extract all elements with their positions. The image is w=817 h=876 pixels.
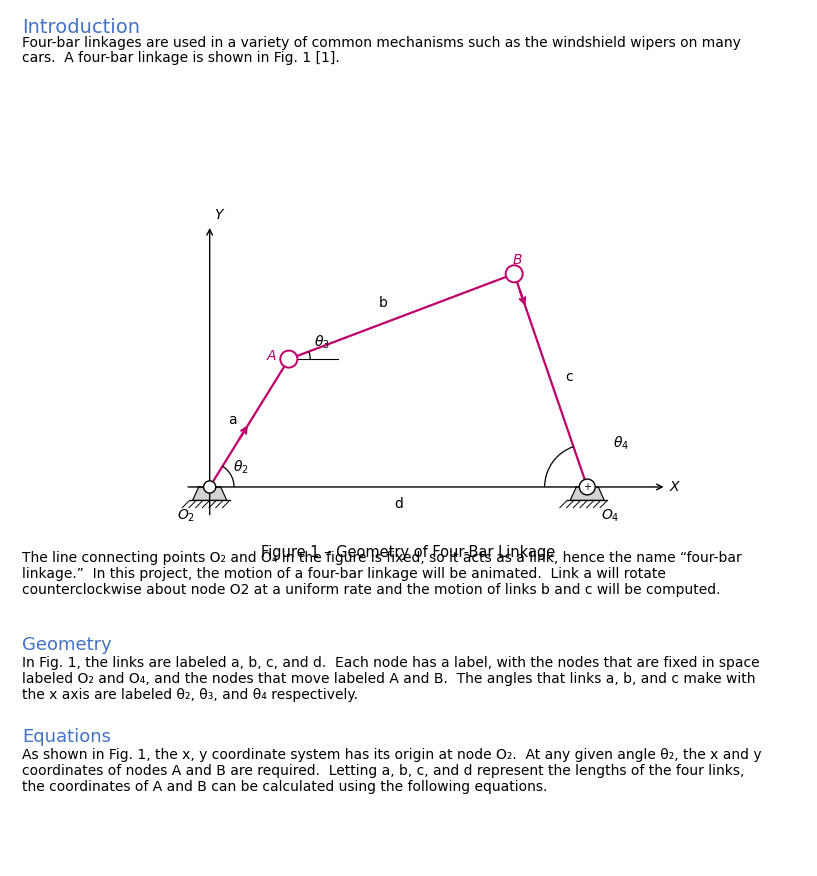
Text: Figure 1 – Geometry of Four-Bar Linkage: Figure 1 – Geometry of Four-Bar Linkage bbox=[261, 545, 556, 560]
Text: A: A bbox=[267, 349, 276, 363]
Text: b: b bbox=[379, 296, 388, 310]
Text: labeled O₂ and O₄, and the nodes that move labeled A and B.  The angles that lin: labeled O₂ and O₄, and the nodes that mo… bbox=[22, 672, 756, 686]
Text: $\theta_2$: $\theta_2$ bbox=[234, 459, 249, 477]
Text: +: + bbox=[583, 482, 592, 492]
Text: Equations: Equations bbox=[22, 728, 111, 746]
Text: cars.  A four-bar linkage is shown in Fig. 1 [1].: cars. A four-bar linkage is shown in Fig… bbox=[22, 51, 340, 65]
Text: Y: Y bbox=[215, 208, 223, 222]
Text: d: d bbox=[394, 497, 403, 511]
Text: c: c bbox=[565, 371, 573, 385]
Text: $\theta_3$: $\theta_3$ bbox=[315, 334, 330, 350]
Text: $O_2$: $O_2$ bbox=[177, 508, 195, 525]
Text: a: a bbox=[228, 413, 236, 427]
Circle shape bbox=[280, 350, 297, 368]
Text: Four-bar linkages are used in a variety of common mechanisms such as the windshi: Four-bar linkages are used in a variety … bbox=[22, 36, 741, 50]
Circle shape bbox=[579, 479, 596, 495]
Text: The line connecting points O₂ and O₄ in the figure is fixed, so it acts as a lin: The line connecting points O₂ and O₄ in … bbox=[22, 551, 742, 565]
Polygon shape bbox=[570, 487, 605, 500]
Text: coordinates of nodes A and B are required.  Letting a, b, c, and d represent the: coordinates of nodes A and B are require… bbox=[22, 764, 744, 778]
Text: Geometry: Geometry bbox=[22, 636, 112, 654]
Circle shape bbox=[203, 481, 216, 493]
Text: In Fig. 1, the links are labeled a, b, c, and d.  Each node has a label, with th: In Fig. 1, the links are labeled a, b, c… bbox=[22, 656, 760, 670]
Text: B: B bbox=[512, 253, 522, 267]
Polygon shape bbox=[193, 487, 227, 500]
Text: counterclockwise about node O2 at a uniform rate and the motion of links b and c: counterclockwise about node O2 at a unif… bbox=[22, 583, 721, 597]
Text: linkage.”  In this project, the motion of a four-bar linkage will be animated.  : linkage.” In this project, the motion of… bbox=[22, 567, 666, 581]
Text: As shown in Fig. 1, the x, y coordinate system has its origin at node O₂.  At an: As shown in Fig. 1, the x, y coordinate … bbox=[22, 748, 761, 762]
Text: $\theta_4$: $\theta_4$ bbox=[613, 434, 629, 452]
Text: the coordinates of A and B can be calculated using the following equations.: the coordinates of A and B can be calcul… bbox=[22, 780, 547, 794]
Text: X: X bbox=[669, 480, 679, 494]
Text: $O_4$: $O_4$ bbox=[601, 508, 619, 525]
Text: the x axis are labeled θ₂, θ₃, and θ₄ respectively.: the x axis are labeled θ₂, θ₃, and θ₄ re… bbox=[22, 688, 358, 702]
Circle shape bbox=[506, 265, 523, 282]
Text: Introduction: Introduction bbox=[22, 18, 140, 37]
